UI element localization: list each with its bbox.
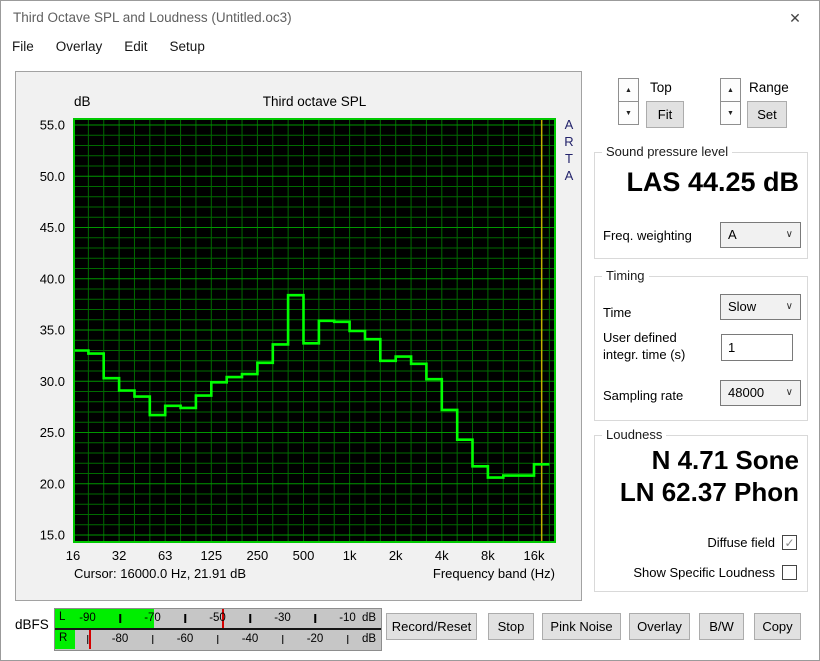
- phon-value: LN 62.37 Phon: [619, 477, 799, 507]
- menu-overlay[interactable]: Overlay: [55, 39, 103, 54]
- title-bar: Third Octave SPL and Loudness (Untitled.…: [1, 1, 819, 34]
- svg-text:45.0: 45.0: [40, 220, 65, 235]
- show-specific-loudness-checkbox[interactable]: [782, 565, 797, 580]
- level-meter: L -90 -70 -50 -30 -10 dB R -80 -60 -40 -20 dB: [54, 608, 382, 651]
- svg-text:30.0: 30.0: [40, 374, 65, 389]
- x-axis-label: Frequency band (Hz): [432, 566, 555, 581]
- range-spin-down-button[interactable]: ▼: [720, 101, 741, 125]
- spin-up-icon: ▲: [727, 86, 734, 94]
- sampling-rate-label: Sampling rate: [603, 388, 684, 403]
- range-label: Range: [749, 80, 789, 95]
- y-axis-unit-label: dB: [74, 94, 91, 109]
- stop-button[interactable]: Stop: [488, 613, 534, 640]
- svg-text:20.0: 20.0: [40, 476, 65, 491]
- peak-marker: [222, 609, 225, 628]
- integr-time-label: User defined integr. time (s): [603, 330, 686, 362]
- meter-row-left: L -90 -70 -50 -30 -10 dB: [55, 609, 381, 628]
- sone-value: N 4.71 Sone: [651, 445, 799, 475]
- chevron-down-icon: ∨: [785, 301, 793, 312]
- channel-label: L: [59, 611, 66, 623]
- time-label: Time: [603, 305, 632, 320]
- svg-text:16k: 16k: [524, 548, 545, 563]
- time-value: Slow: [728, 299, 757, 314]
- spin-down-icon: ▼: [625, 109, 632, 117]
- sampling-rate-select[interactable]: 48000 ∨: [720, 380, 801, 406]
- svg-text:8k: 8k: [481, 548, 495, 563]
- pink-noise-button[interactable]: Pink Noise: [542, 613, 621, 640]
- loudness-values: N 4.71 Sone LN 62.37 Phon: [620, 444, 799, 508]
- chart-title: Third octave SPL: [262, 94, 367, 109]
- integr-time-input[interactable]: 1: [721, 334, 793, 361]
- spin-down-icon: ▼: [727, 109, 734, 117]
- svg-text:40.0: 40.0: [40, 271, 65, 286]
- fit-button[interactable]: Fit: [646, 101, 684, 128]
- svg-text:16: 16: [66, 548, 80, 563]
- set-button[interactable]: Set: [747, 101, 787, 128]
- freq-weighting-label: Freq. weighting: [603, 228, 692, 243]
- chevron-down-icon: ∨: [785, 387, 793, 398]
- diffuse-field-row: Diffuse field ✓: [707, 535, 797, 550]
- freq-weighting-select[interactable]: A ∨: [720, 222, 801, 248]
- freq-weighting-value: A: [728, 227, 737, 242]
- spl-value: LAS 44.25 dB: [626, 167, 799, 197]
- svg-text:250: 250: [247, 548, 269, 563]
- spl-group-title: Sound pressure level: [602, 144, 733, 159]
- dbfs-label: dBFS: [15, 617, 49, 632]
- bw-button[interactable]: B/W: [699, 613, 744, 640]
- meter-separator: [55, 628, 381, 630]
- loudness-group: Loudness N 4.71 Sone LN 62.37 Phon Diffu…: [594, 427, 808, 592]
- svg-text:63: 63: [158, 548, 172, 563]
- svg-text:15.0: 15.0: [40, 528, 65, 543]
- window-title: Third Octave SPL and Loudness (Untitled.…: [13, 10, 292, 25]
- menu-file[interactable]: File: [12, 39, 34, 54]
- level-bar: [55, 609, 155, 628]
- svg-text:500: 500: [293, 548, 315, 563]
- channel-label: R: [59, 632, 68, 644]
- svg-text:125: 125: [200, 548, 222, 563]
- close-icon[interactable]: ✕: [789, 9, 801, 26]
- svg-text:50.0: 50.0: [40, 169, 65, 184]
- diffuse-field-checkbox[interactable]: ✓: [782, 535, 797, 550]
- svg-text:2k: 2k: [389, 548, 403, 563]
- time-select[interactable]: Slow ∨: [720, 294, 801, 320]
- overlay-button[interactable]: Overlay: [629, 613, 690, 640]
- show-specific-loudness-row: Show Specific Loudness: [633, 565, 797, 580]
- peak-marker: [89, 630, 92, 649]
- spin-up-icon: ▲: [625, 86, 632, 94]
- menu-setup[interactable]: Setup: [169, 39, 205, 54]
- svg-text:4k: 4k: [435, 548, 449, 563]
- svg-text:25.0: 25.0: [40, 425, 65, 440]
- spl-group: Sound pressure level LAS 44.25 dB Freq. …: [594, 144, 808, 259]
- svg-text:1k: 1k: [343, 548, 357, 563]
- show-specific-loudness-label: Show Specific Loudness: [633, 565, 775, 580]
- svg-text:35.0: 35.0: [40, 323, 65, 338]
- meter-row-right: R -80 -60 -40 -20 dB: [55, 630, 381, 649]
- sampling-rate-value: 48000: [728, 385, 765, 400]
- range-spin-up-button[interactable]: ▲: [720, 78, 741, 102]
- loudness-group-title: Loudness: [602, 427, 667, 442]
- svg-text:55.0: 55.0: [40, 118, 65, 133]
- check-icon: ✓: [784, 535, 795, 550]
- top-spin-down-button[interactable]: ▼: [618, 101, 639, 125]
- timing-group: Timing Time Slow ∨ User defined integr. …: [594, 268, 808, 421]
- chevron-down-icon: ∨: [785, 229, 793, 240]
- record-reset-button[interactable]: Record/Reset: [386, 613, 477, 640]
- diffuse-field-label: Diffuse field: [707, 535, 775, 550]
- top-label: Top: [650, 80, 672, 95]
- svg-text:32: 32: [112, 548, 126, 563]
- third-octave-spl-chart[interactable]: 55.0 50.0 45.0 40.0 35.0 30.0 25.0 20.0 15.016 32…: [16, 72, 581, 600]
- timing-group-title: Timing: [602, 268, 649, 283]
- menu-edit[interactable]: Edit: [124, 39, 148, 54]
- top-spin-up-button[interactable]: ▲: [618, 78, 639, 102]
- cursor-readout: Cursor: 16000.0 Hz, 21.91 dB: [74, 566, 246, 581]
- level-bar: [55, 630, 75, 649]
- chart-panel: 55.0 50.0 45.0 40.0 35.0 30.0 25.0 20.0 15.0 16 32…: [15, 71, 582, 601]
- copy-button[interactable]: Copy: [754, 613, 801, 640]
- menu-bar: File Overlay Edit Setup: [1, 34, 216, 59]
